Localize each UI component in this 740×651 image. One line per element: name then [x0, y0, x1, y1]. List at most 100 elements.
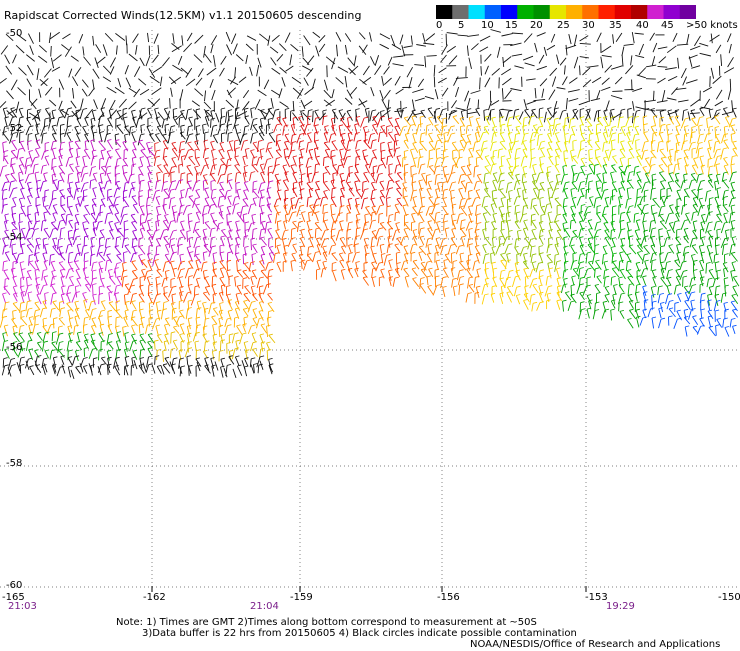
wind-barb [275, 213, 277, 224]
wind-barb [536, 263, 539, 272]
wind-barb [580, 57, 589, 58]
wind-barb-flag [251, 262, 255, 263]
wind-barb-flag [597, 229, 601, 230]
wind-barb-flag [645, 182, 649, 183]
wind-barb [651, 246, 657, 256]
wind-barb [404, 151, 405, 160]
wind-barb [129, 102, 137, 109]
wind-barb-flag [491, 156, 495, 157]
wind-barb-flag [163, 204, 167, 205]
wind-barb-flag [621, 126, 625, 127]
wind-barb [134, 89, 140, 97]
wind-barb-flag [461, 181, 465, 182]
wind-barb-flag [179, 237, 183, 238]
wind-barb [465, 91, 469, 102]
wind-barb-flag [117, 110, 121, 111]
wind-barb-flag [436, 108, 440, 109]
wind-barb-flag [493, 198, 497, 199]
wind-barb-flag [148, 172, 152, 173]
wind-barb-flag [613, 253, 617, 254]
wind-barb-flag [347, 182, 351, 183]
wind-barb [82, 89, 87, 97]
wind-barb-flag [547, 300, 551, 301]
wind-barb-flag [13, 293, 17, 294]
wind-barb-flag [243, 270, 247, 271]
wind-barb-flag [268, 142, 272, 143]
wind-barb-flag [723, 204, 727, 205]
wind-barb-flag [525, 276, 529, 277]
wind-barb [434, 65, 435, 77]
wind-barb [277, 54, 283, 61]
wind-barb-flag [413, 278, 417, 279]
wind-barb-flag [180, 132, 184, 133]
wind-barb [569, 119, 570, 128]
wind-barb [579, 101, 589, 105]
wind-barb [700, 261, 704, 270]
wind-barb-flag [99, 221, 103, 222]
wind-barb [603, 143, 605, 152]
wind-barb [211, 142, 214, 150]
wind-barb-flag [203, 175, 207, 176]
wind-barb-flag [605, 286, 609, 287]
wind-barb-flag [700, 108, 704, 109]
lat-lon-grid [0, 30, 740, 590]
wind-barb-flag [21, 302, 25, 303]
wind-barb-flag [211, 141, 215, 142]
wind-barb [659, 166, 664, 173]
wind-barb-flag [35, 310, 39, 311]
wind-barb-flag [45, 190, 49, 191]
wind-barb-flag [259, 140, 263, 141]
wind-barb-flag [651, 126, 655, 127]
wind-barb-flag [253, 133, 257, 134]
wind-barb [484, 127, 489, 134]
wind-barb [205, 223, 210, 229]
wind-barb [132, 302, 136, 310]
wind-barb-flag [156, 230, 160, 231]
wind-barb-flag [493, 277, 497, 278]
wind-barb [71, 56, 79, 62]
wind-barb [443, 287, 445, 297]
wind-barb-flag [189, 134, 193, 135]
wind-barb [602, 255, 603, 265]
wind-barb [731, 221, 733, 230]
wind-barb-flag [699, 189, 703, 190]
wind-barb [364, 141, 371, 149]
wind-barb-flag [53, 205, 57, 206]
wind-barb-flag [132, 164, 136, 165]
wind-barb-flag [420, 236, 424, 237]
wind-barb [228, 88, 235, 95]
wind-barb [441, 246, 444, 254]
wind-barb-flag [653, 253, 657, 254]
wind-barb-flag [268, 276, 272, 277]
wind-barb-flag [237, 285, 241, 286]
wind-barb [526, 79, 536, 80]
wind-barb-flag [110, 230, 114, 231]
wind-barb-flag [172, 206, 176, 207]
wind-barb [611, 277, 612, 285]
wind-barb-flag [261, 246, 265, 247]
wind-barb-flag [675, 173, 679, 174]
wind-barb [372, 269, 373, 278]
wind-barb-flag [43, 270, 47, 271]
wind-barb [316, 46, 319, 57]
wind-barb [146, 55, 150, 66]
wind-barb [323, 117, 324, 125]
wind-barb [583, 68, 591, 75]
wind-barb [38, 56, 47, 63]
wind-barb-flag [180, 254, 184, 255]
wind-barb [603, 247, 607, 255]
wind-barb-flag [245, 222, 249, 223]
wind-barb [16, 102, 19, 113]
wind-barb [574, 57, 578, 68]
wind-barb [563, 301, 564, 311]
wind-barb-flag [587, 252, 591, 253]
wind-barb [568, 302, 571, 311]
wind-barb-flag [461, 134, 465, 135]
wind-barb-flag [27, 196, 31, 197]
wind-barb-flag [156, 190, 160, 191]
wind-barb [626, 199, 628, 208]
wind-barb-flag [292, 253, 296, 254]
wind-barb-flag [707, 133, 711, 134]
wind-barb-flag [597, 110, 601, 111]
wind-barb [131, 165, 132, 176]
